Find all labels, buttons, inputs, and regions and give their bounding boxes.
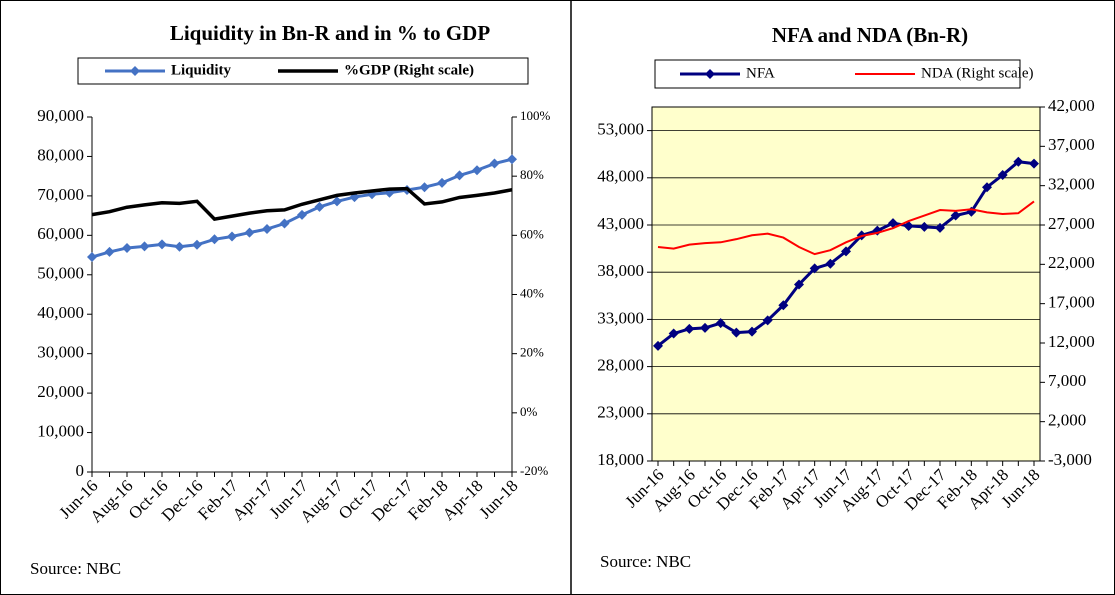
- marker: [778, 300, 789, 311]
- y-tick-label: 38,000: [597, 261, 644, 280]
- series-line: [657, 200, 1035, 256]
- y-tick-label: 80,000: [37, 145, 84, 164]
- marker: [825, 258, 836, 269]
- marker: [297, 209, 307, 220]
- marker: [209, 234, 220, 245]
- marker: [279, 218, 290, 229]
- chart-title: Liquidity in Bn-R and in % to GDP: [170, 21, 491, 45]
- marker: [747, 326, 757, 337]
- y-tick-label: 18,000: [597, 450, 644, 469]
- y2-tick-label: 12,000: [1048, 332, 1095, 351]
- legend-label: Liquidity: [171, 62, 232, 78]
- marker: [139, 241, 150, 252]
- y2-tick-label: 80%: [520, 167, 544, 182]
- marker: [472, 165, 482, 176]
- legend-label: %GDP (Right scale): [344, 62, 474, 78]
- marker: [668, 328, 679, 339]
- marker: [174, 241, 185, 252]
- y2-tick-label: 7,000: [1048, 371, 1086, 390]
- y-tick-label: 48,000: [597, 167, 644, 186]
- plot-area: [92, 117, 512, 472]
- legend-label: NFA: [746, 65, 775, 81]
- y2-tick-label: 20%: [520, 345, 544, 360]
- source-note: Source: NBC: [30, 559, 121, 578]
- y-tick-label: 50,000: [37, 264, 84, 283]
- marker: [903, 220, 914, 231]
- marker: [1013, 156, 1024, 167]
- y-tick-label: 33,000: [597, 308, 644, 327]
- y2-tick-label: -20%: [520, 463, 548, 478]
- marker: [762, 315, 773, 326]
- marker: [700, 322, 710, 333]
- y-tick-label: 43,000: [597, 214, 644, 233]
- marker: [454, 170, 465, 181]
- marker: [919, 221, 930, 232]
- legend-marker: [705, 69, 715, 79]
- marker: [950, 210, 961, 221]
- y-tick-label: 30,000: [37, 343, 84, 362]
- marker: [684, 323, 695, 334]
- marker: [507, 154, 517, 165]
- series-line: [91, 186, 513, 221]
- source-note: Source: NBC: [600, 552, 691, 571]
- chart-title: NFA and NDA (Bn-R): [772, 23, 968, 47]
- y2-tick-label: -3,000: [1048, 450, 1092, 469]
- marker: [314, 201, 325, 212]
- y-tick-label: 0: [76, 461, 85, 480]
- marker: [997, 169, 1008, 180]
- y-tick-label: 20,000: [37, 382, 84, 401]
- y-tick-label: 23,000: [597, 403, 644, 422]
- y2-tick-label: 0%: [520, 404, 538, 419]
- marker: [227, 231, 237, 242]
- legend-marker: [130, 66, 140, 76]
- marker: [87, 252, 97, 263]
- marker: [262, 224, 272, 235]
- y2-tick-label: 32,000: [1048, 175, 1095, 194]
- marker: [935, 222, 945, 233]
- marker: [332, 196, 342, 207]
- legend-label: NDA (Right scale): [921, 65, 1033, 81]
- y2-tick-label: 60%: [520, 226, 544, 241]
- marker: [122, 242, 132, 253]
- y-tick-label: 40,000: [37, 303, 84, 322]
- y2-tick-label: 2,000: [1048, 411, 1086, 430]
- marker: [841, 246, 851, 257]
- marker: [1029, 158, 1039, 169]
- marker: [104, 246, 115, 257]
- marker: [888, 218, 898, 229]
- y-tick-label: 10,000: [37, 421, 84, 440]
- marker: [982, 182, 992, 193]
- marker: [244, 227, 255, 238]
- y2-tick-label: 22,000: [1048, 253, 1095, 272]
- y-tick-label: 70,000: [37, 185, 84, 204]
- marker: [809, 263, 820, 274]
- y2-tick-label: 17,000: [1048, 293, 1095, 312]
- y2-tick-label: 27,000: [1048, 214, 1095, 233]
- y-tick-label: 53,000: [597, 120, 644, 139]
- y-tick-label: 90,000: [37, 106, 84, 125]
- marker: [731, 327, 742, 338]
- marker: [157, 239, 167, 250]
- marker: [419, 182, 430, 193]
- y2-tick-label: 37,000: [1048, 135, 1095, 154]
- y2-tick-label: 42,000: [1048, 96, 1095, 115]
- marker: [653, 340, 663, 351]
- y-tick-label: 28,000: [597, 356, 644, 375]
- y2-tick-label: 100%: [520, 108, 551, 123]
- plot-area: [651, 106, 1041, 462]
- marker: [489, 158, 500, 169]
- marker: [437, 177, 447, 188]
- marker: [715, 318, 726, 329]
- y-tick-label: 60,000: [37, 224, 84, 243]
- y2-tick-label: 40%: [520, 285, 544, 300]
- marker: [794, 279, 804, 290]
- marker: [192, 239, 202, 250]
